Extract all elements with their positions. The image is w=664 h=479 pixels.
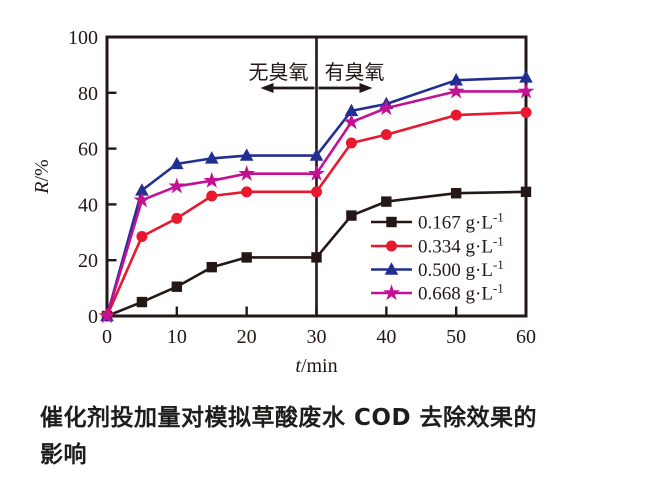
circle-marker-icon	[206, 190, 218, 202]
square-marker-icon	[520, 186, 532, 198]
star-marker-icon	[238, 164, 256, 181]
data-series	[98, 70, 535, 324]
legend: 0.167 g·L-10.334 g·L-10.500 g·L-10.668 g…	[371, 210, 504, 305]
legend-item-0.668: 0.668 g·L-1	[371, 281, 504, 305]
square-marker-icon	[206, 261, 217, 273]
left-arrow-head-icon	[260, 83, 274, 93]
triangle-marker-icon	[384, 262, 399, 275]
x-tick-label: 20	[237, 326, 257, 348]
star-marker-icon	[447, 82, 465, 99]
triangle-marker-icon	[344, 103, 359, 117]
square-marker-icon	[311, 252, 322, 263]
star-marker-icon	[98, 307, 116, 324]
series-line	[105, 76, 527, 317]
caption-line-2: 影响	[40, 442, 87, 468]
legend-item-0.500: 0.500 g·L-1	[371, 257, 504, 281]
series-line	[106, 190, 527, 318]
y-tick-label: 40	[78, 194, 98, 216]
series-0.668	[98, 82, 535, 324]
circle-marker-icon	[241, 186, 253, 198]
circle-marker-icon	[380, 129, 392, 141]
circle-marker-icon	[386, 240, 397, 252]
triangle-marker-icon	[170, 156, 184, 170]
legend-item-0.167: 0.167 g·L-1	[371, 210, 504, 234]
star-marker-icon	[517, 82, 535, 99]
circle-marker-icon	[136, 230, 148, 242]
ozone-annotations: 无臭氧 有臭氧	[249, 60, 385, 93]
series-line	[105, 90, 526, 317]
legend-label: 0.668 g·L-1	[418, 281, 504, 305]
star-marker-icon	[133, 191, 151, 208]
legend-label: 0.500 g·L-1	[418, 257, 504, 281]
y-tick-label: 60	[78, 139, 98, 161]
y-tick-label: 20	[78, 250, 98, 272]
legend-label: 0.334 g·L-1	[418, 234, 504, 258]
x-tick-label: 30	[307, 326, 327, 348]
star-marker-icon	[203, 171, 221, 188]
circle-marker-icon	[345, 137, 357, 149]
triangle-marker-icon	[519, 70, 533, 83]
x-tick-label: 50	[446, 326, 466, 348]
star-marker-icon	[383, 284, 400, 301]
y-tick-label: 80	[78, 83, 98, 105]
x-tick-label: 60	[516, 326, 536, 348]
series-line	[105, 111, 527, 317]
square-marker-icon	[171, 281, 183, 292]
right-arrow-head-icon	[359, 83, 373, 93]
square-marker-icon	[346, 210, 357, 221]
circle-marker-icon	[171, 212, 183, 224]
caption-line-1: 催化剂投加量对模拟草酸废水 COD 去除效果的	[40, 405, 538, 431]
legend-item-0.334: 0.334 g·L-1	[371, 234, 504, 258]
series-0.500	[100, 70, 533, 322]
legend-label: 0.167 g·L-1	[418, 210, 504, 234]
x-axis-title: t/min	[295, 355, 337, 377]
figure-caption: 催化剂投加量对模拟草酸废水 COD 去除效果的 影响	[40, 400, 640, 474]
with-ozone-label: 有臭氧	[325, 60, 385, 84]
y-tick-label: 0	[88, 306, 98, 328]
circle-marker-icon	[520, 106, 532, 118]
square-marker-icon	[386, 216, 397, 228]
series-0.167	[101, 186, 532, 322]
no-ozone-label: 无臭氧	[249, 60, 309, 84]
star-marker-icon	[343, 113, 360, 130]
x-tick-label: 0	[102, 326, 112, 348]
axis-titles: t/min R/%	[31, 159, 338, 377]
x-tick-label: 40	[376, 326, 396, 348]
triangle-marker-icon	[204, 151, 219, 164]
square-marker-icon	[241, 252, 252, 263]
square-marker-icon	[450, 188, 462, 199]
chart-area: 0 10 20 30 40 50 60 0 20 40 60 80 100 t/min R/% 无臭氧 有臭…	[31, 27, 536, 377]
y-tick-label: 100	[68, 27, 98, 49]
triangle-marker-icon	[135, 183, 149, 196]
axis-tick-labels: 0 10 20 30 40 50 60 0 20 40 60 80 100	[68, 27, 536, 348]
triangle-marker-icon	[449, 73, 463, 86]
chart-canvas: 0 10 20 30 40 50 60 0 20 40 60 80 100 t/min R/% 无臭氧 有臭…	[31, 27, 536, 377]
star-marker-icon	[377, 99, 395, 116]
star-marker-icon	[168, 177, 186, 194]
star-marker-icon	[308, 164, 325, 181]
y-axis-title: R/%	[31, 159, 53, 194]
circle-marker-icon	[311, 186, 322, 198]
square-marker-icon	[381, 196, 392, 207]
triangle-marker-icon	[239, 148, 254, 161]
x-tick-label: 10	[167, 326, 187, 348]
square-marker-icon	[136, 296, 148, 308]
circle-marker-icon	[450, 109, 462, 121]
triangle-marker-icon	[309, 148, 324, 161]
